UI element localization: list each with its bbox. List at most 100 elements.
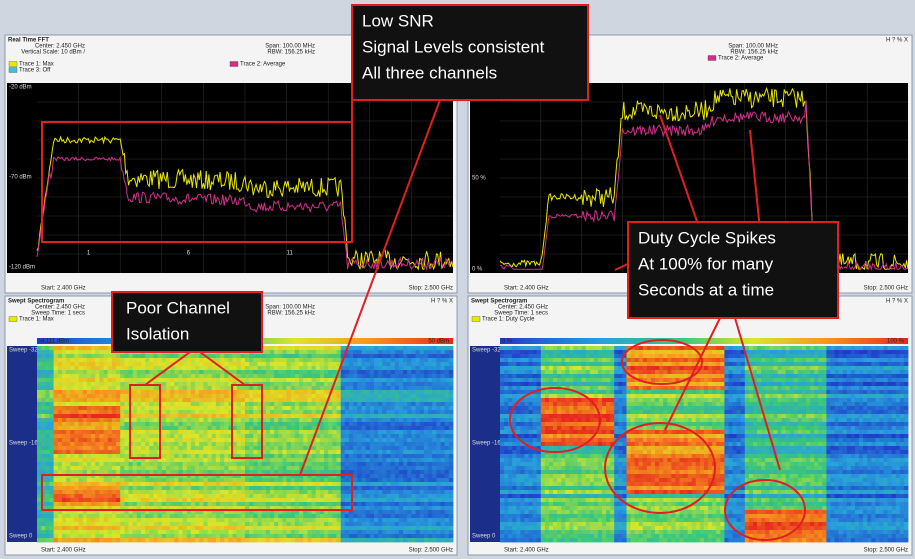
spectrogram-cell [311,406,317,411]
spectrogram-cell [407,362,412,367]
y-axis-label: Sweep -322 [9,348,42,354]
spectrogram-cell [278,494,283,499]
spectrogram-cell [432,434,437,439]
spectrogram-cell [186,518,192,523]
spectrogram-cell [178,466,183,471]
spectrogram-cell [365,390,371,395]
spectrogram-cell [62,530,67,535]
spectrogram-cell [307,358,312,363]
spectrogram-cell [361,510,367,515]
spectrogram-cell [37,458,42,463]
spectrogram-cell [57,482,63,487]
spectrogram-cell [357,406,362,411]
spectrogram-cell [407,538,412,543]
spectrogram-cell [91,474,96,479]
spectrogram-cell [224,498,229,503]
spectrogram-cell [386,534,391,539]
spectrogram-cell [299,426,304,431]
spectrogram-cell [132,498,138,503]
spectrogram-cell [111,414,117,419]
spectrogram-cell [344,394,350,399]
spectrogram-cell [57,406,63,411]
spectrogram-cell [149,490,154,495]
spectrogram-cell [161,518,167,523]
spectrogram-cell [66,446,71,451]
spectrogram-cell [153,446,159,451]
spectrogram-cell [220,518,225,523]
spectrogram-cell [240,430,246,435]
spectrogram-cell [403,466,408,471]
spectrogram-cell [311,470,317,475]
spectrogram-cell [70,366,75,371]
spectrogram-cell [386,450,391,455]
spectrogram-cell [332,486,337,491]
spectrogram-cell [361,426,367,431]
spectrogram-cell [319,494,325,499]
spectrogram-cell [349,418,354,423]
spectrogram-cell [336,486,342,491]
spectrogram-cell [415,374,421,379]
spectrogram-cell [120,494,125,499]
spectrogram-cell [423,454,429,459]
spectrogram-cell [195,534,200,539]
spectrogram-cell [382,426,387,431]
spectrogram-cell [253,478,258,483]
spectrogram-cell [66,438,71,443]
spectrogram-cell [53,498,59,503]
spectrogram-cell [132,514,138,519]
spectrogram-cell [253,466,258,471]
spectrogram-cell [398,370,404,375]
spectrogram-cell [153,370,159,375]
spectrogram-cell [328,374,333,379]
spectrogram-cell [136,418,142,423]
spectrogram-cell [53,350,59,355]
spectrogram-cell [153,470,159,475]
spectrogram-cell [336,514,342,519]
spectrogram-cell [340,354,346,359]
spectrogram-cell [374,390,379,395]
spectrogram-cell [249,410,254,415]
spectrogram-cell [207,422,213,427]
spectrogram-cell [224,538,229,543]
spectrogram-cell [286,466,292,471]
spectrogram-cell [382,414,387,419]
spectrogram-cell [344,402,350,407]
spectrogram-cell [203,382,208,387]
spectrogram-cell [411,386,416,391]
spectrogram-cell [407,358,412,363]
spectrogram-cell [444,518,450,523]
spectrogram-cell [49,446,55,451]
spectrogram-cell [398,374,404,379]
spectrogram-cell [386,350,391,355]
spectrogram-cell [365,350,371,355]
spectrogram-cell [215,466,221,471]
spectrogram-cell [220,458,225,463]
spectrogram-cell [78,498,84,503]
spectrogram-cell [141,478,146,483]
spectrogram-cell [324,482,329,487]
spectrogram-cell [448,518,454,523]
spectrogram-cell [319,370,325,375]
spectrogram-cell [324,522,329,527]
spectrogram-cell [448,514,454,519]
spectrogram-cell [37,466,42,471]
spectrogram-cell [178,502,183,507]
spectrogram-cell [99,470,104,475]
spectrogram-cell [220,466,225,471]
spectrogram-cell [182,522,188,527]
spectrogram-cell [307,386,312,391]
spectrogram-cell [428,462,433,467]
spectrogram-cell [411,362,416,367]
spectrogram-cell [311,370,317,375]
spectrogram-cell [111,474,117,479]
spectrogram-cell [195,422,200,427]
spectrogram-cell [103,458,109,463]
spectrogram-cell [70,490,75,495]
spectrogram-cell [382,386,387,391]
spectrogram-cell [357,526,362,531]
spectrogram-cell [161,534,167,539]
spectrogram-cell [357,466,362,471]
spectrogram-cell [423,354,429,359]
spectrogram-cell [303,370,308,375]
spectrogram-cell [182,538,188,543]
